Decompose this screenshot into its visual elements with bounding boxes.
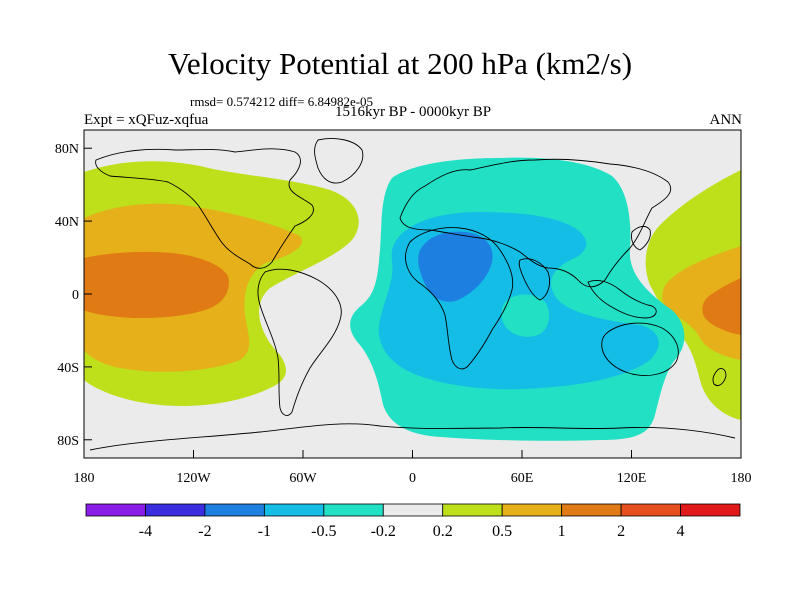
africa-strong-negative-region (418, 231, 493, 302)
experiment-label: Expt = xQFuz-xqfua (84, 112, 209, 128)
lon-tick-label: 120W (176, 471, 211, 486)
lon-tick-label: 180 (731, 471, 752, 486)
pacific-strong-positive-region (84, 251, 229, 318)
contour-field (84, 130, 741, 458)
australia-coast (601, 322, 679, 376)
lat-tick-label: 0 (72, 288, 79, 303)
colorbar-swatch (323, 503, 384, 517)
colorbar-swatch (85, 503, 146, 517)
lat-tick-label: 40N (55, 215, 79, 230)
colorbar-swatch (501, 503, 563, 517)
colorbar-swatch (204, 503, 265, 517)
stats-subtitle: rmsd= 0.574212 diff= 6.84982e-05 (190, 94, 374, 109)
lat-tick-label: 40S (57, 361, 79, 376)
colorbar-swatch (561, 503, 622, 517)
africa-coast (405, 227, 514, 370)
colorbar-label: -0.5 (311, 523, 336, 540)
colorbar-label: 0.2 (433, 523, 453, 540)
north-america-coast (95, 148, 314, 269)
colorbar-swatch (382, 503, 444, 517)
colorbar-label: 2 (617, 523, 625, 540)
lon-tick-label: 180 (74, 471, 95, 486)
indian-ocean-weak-negative-pocket (501, 294, 550, 337)
latitude-ticks: 80N 40N 0 40S 80S (55, 142, 92, 449)
coastlines (89, 138, 736, 451)
colorbar-swatch (442, 503, 503, 517)
colorbar-swatch (680, 503, 741, 517)
lat-tick-label: 80N (55, 142, 79, 157)
period-subtitle: 1516kyr BP - 0000kyr BP (334, 104, 492, 120)
lon-tick-label: 60W (289, 471, 317, 486)
map-title: Velocity Potential at 200 hPa (km2/s) (167, 46, 633, 81)
new-zealand-coast (712, 368, 727, 387)
west-pacific-moderate-positive-region (662, 246, 741, 360)
india-coast (518, 258, 551, 301)
colorbar: -4 -2 -1 -0.5 -0.2 0.2 0.5 1 2 4 (85, 503, 741, 540)
west-pacific-strong-positive-region (702, 278, 741, 335)
lat-tick-label: 80S (57, 434, 79, 449)
colorbar-label: -0.2 (371, 523, 396, 540)
lon-tick-label: 120E (617, 471, 647, 486)
season-label: ANN (709, 112, 743, 128)
colorbar-label: 0.5 (492, 523, 512, 540)
colorbar-label: 1 (558, 523, 566, 540)
lon-tick-label: 60E (511, 471, 534, 486)
colorbar-label: 4 (677, 523, 685, 540)
colorbar-label: -2 (198, 523, 211, 540)
colorbar-swatch (263, 503, 325, 517)
southeast-asia-coast (587, 279, 657, 319)
longitude-ticks: 180 120W 60W 0 60E 120E 180 (74, 450, 752, 486)
colorbar-swatch (145, 503, 206, 517)
greenland-coast (314, 138, 364, 184)
lon-tick-label: 0 (409, 471, 416, 486)
eurasia-coast (399, 158, 672, 288)
south-america-coast (257, 268, 342, 416)
antarctica-coast (89, 423, 736, 451)
colorbar-swatch (620, 503, 681, 517)
japan-coast (631, 225, 651, 251)
colorbar-label: -4 (139, 523, 152, 540)
colorbar-label: -1 (258, 523, 271, 540)
